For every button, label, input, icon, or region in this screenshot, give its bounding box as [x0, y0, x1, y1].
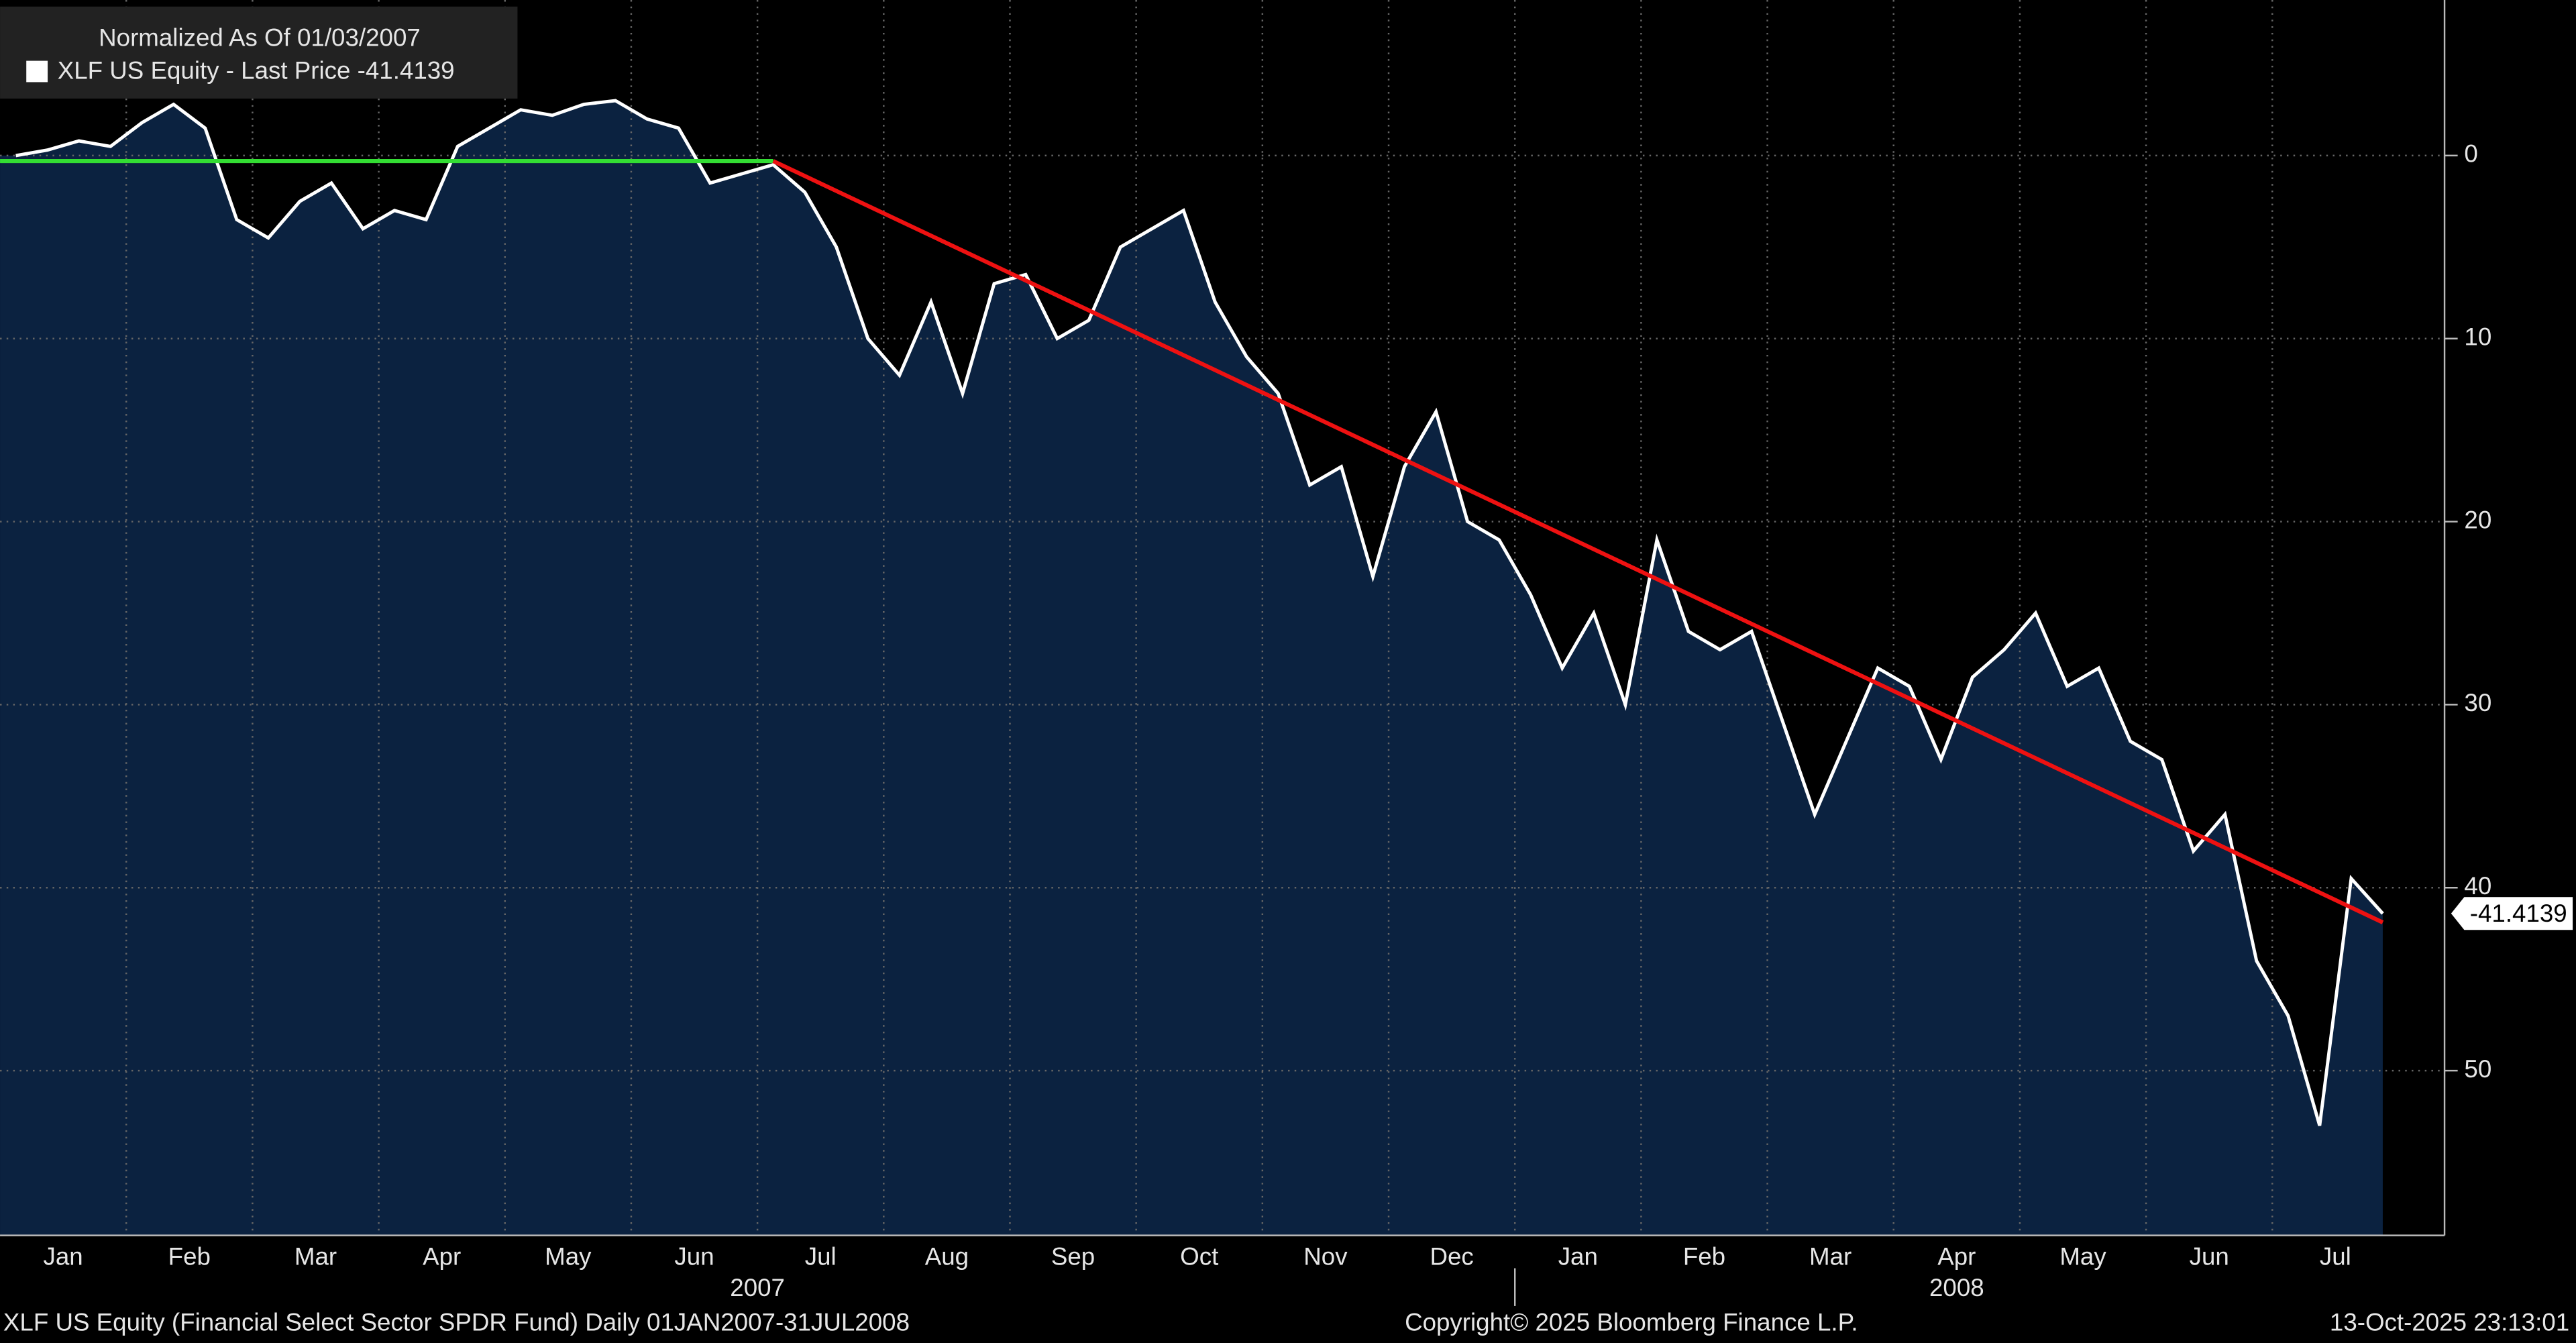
x-tick-label: Sep [1051, 1243, 1095, 1271]
x-tick-label: Jun [674, 1243, 714, 1271]
x-tick-label: Feb [1683, 1243, 1725, 1271]
line [15, 99, 2384, 1126]
x-group-label: 2007 [730, 1274, 785, 1301]
x-tick-label: Jul [2320, 1243, 2351, 1271]
header: Normalized As Of 01/03/2007 [99, 23, 421, 51]
x-tick-label: Jun [2190, 1243, 2229, 1271]
last-price-label: -41.4139 [2470, 900, 2567, 927]
x-tick-label: May [545, 1243, 592, 1271]
footer-right: 13-Oct-2025 23:13:01 [2330, 1309, 2569, 1336]
x-tick-label: Nov [1303, 1243, 1348, 1271]
legend-label: XLF US Equity - Last Price -41.4139 [58, 56, 455, 84]
x-tick-label: May [2059, 1243, 2106, 1271]
x-tick-label: Apr [423, 1243, 461, 1271]
x-tick-label: Jan [1558, 1243, 1598, 1271]
legend-box [0, 6, 518, 99]
x-tick-label: Dec [1430, 1243, 1473, 1271]
x-tick-label: Feb [168, 1243, 211, 1271]
y-tick-label: 10 [2464, 323, 2491, 350]
footer-center: Copyright© 2025 Bloomberg Finance L.P. [1405, 1309, 1858, 1336]
x-tick-label: Jul [805, 1243, 837, 1271]
x-tick-label: Oct [1180, 1243, 1218, 1271]
area [0, 101, 2383, 1236]
y-tick-label: 0 [2464, 140, 2477, 168]
y-tick-label: 50 [2464, 1055, 2491, 1083]
y-tick-label: 30 [2464, 689, 2491, 716]
y-tick-label: 20 [2464, 506, 2491, 533]
trend-line [772, 159, 2384, 924]
footer-left: XLF US Equity (Financial Select Sector S… [3, 1309, 910, 1336]
x-tick-label: Jan [44, 1243, 83, 1271]
legend-swatch [26, 60, 48, 83]
x-tick-label: Mar [1809, 1243, 1851, 1271]
x-tick-label: Mar [294, 1243, 337, 1271]
x-tick-label: Apr [1937, 1243, 1976, 1271]
last-price-tag [2451, 897, 2573, 930]
plot-area [0, 0, 2445, 1236]
x-tick-label: Aug [925, 1243, 969, 1271]
y-tick-label: 40 [2464, 872, 2491, 900]
x-group-label: 2008 [1929, 1274, 1984, 1301]
